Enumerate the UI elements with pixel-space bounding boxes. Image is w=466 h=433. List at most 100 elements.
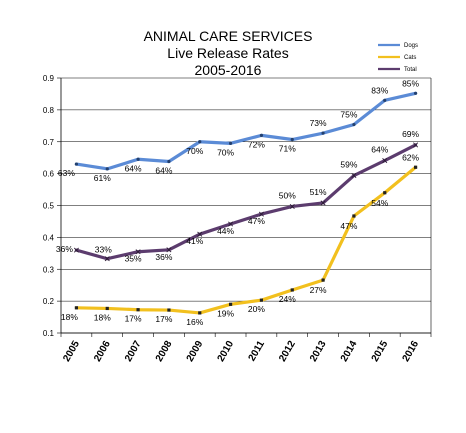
data-point-cats	[321, 278, 325, 282]
data-point-dogs	[136, 157, 140, 161]
data-label-total: 36%	[155, 252, 172, 262]
data-label-total: 47%	[248, 216, 265, 226]
data-point-cats	[105, 306, 109, 311]
data-point-total	[382, 158, 388, 164]
x-tick-labels: 2005 2006 2007 2008 2009 2010 2011 2012 2013 2014…	[61, 339, 421, 364]
data-label-dogs: 75%	[340, 110, 357, 120]
legend-item-cats: Cats	[378, 55, 416, 61]
data-label-total: 35%	[125, 254, 142, 264]
y-tick-label: 0.9	[43, 74, 55, 83]
data-label-total: 64%	[371, 145, 388, 155]
data-point-dogs	[228, 141, 233, 145]
data-point-total	[289, 203, 295, 209]
x-tick-label: 2009	[185, 339, 206, 364]
data-label-cats: 17%	[155, 314, 172, 324]
data-point-cats	[228, 302, 233, 306]
data-label-dogs: 71%	[279, 144, 296, 154]
y-tick-label: 0.1	[43, 329, 55, 338]
y-tick-label: 0.2	[43, 297, 55, 306]
legend-item-dogs: Dogs	[378, 43, 418, 49]
data-label-dogs: 64%	[125, 163, 142, 173]
data-label-total: 33%	[95, 245, 112, 255]
data-label-total: 51%	[310, 187, 327, 197]
data-point-total	[73, 247, 79, 253]
data-point-total	[351, 173, 357, 179]
x-tick-label: 2005	[61, 339, 82, 364]
data-label-dogs: 64%	[155, 166, 172, 176]
x-tick-label: 2013	[308, 339, 329, 364]
data-label-cats: 47%	[340, 221, 357, 231]
data-point-cats	[74, 306, 79, 310]
x-tick-label: 2014	[339, 339, 360, 364]
series-lines	[73, 91, 419, 315]
data-label-dogs: 70%	[217, 147, 234, 157]
data-label-total: 69%	[402, 129, 419, 139]
data-point-dogs	[290, 137, 294, 142]
y-tick-label: 0.7	[43, 138, 55, 147]
x-tick-label: 2006	[92, 339, 113, 364]
legend-item-total: Total	[378, 67, 417, 73]
data-label-cats: 18%	[61, 312, 78, 322]
x-tick-label: 2016	[401, 339, 422, 364]
x-tick-label: 2011	[247, 339, 268, 364]
data-label-dogs: 83%	[371, 85, 388, 95]
series-line-dogs	[74, 91, 418, 171]
y-tick-label: 0.5	[43, 202, 55, 211]
title-line-1: ANIMAL CARE SERVICES	[144, 28, 313, 44]
x-tick-label: 2012	[277, 339, 298, 364]
data-label-dogs: 63%	[58, 168, 75, 178]
data-label-cats: 27%	[310, 285, 327, 295]
data-label-total: 44%	[217, 226, 234, 236]
data-point-cats	[290, 288, 294, 292]
y-tick-label: 0.6	[43, 170, 55, 179]
data-point-cats	[413, 165, 418, 169]
data-label-cats: 24%	[279, 294, 296, 304]
data-point-dogs	[352, 122, 356, 127]
data-label-cats: 17%	[125, 314, 142, 324]
data-label-total: 59%	[340, 160, 357, 170]
data-point-dogs	[413, 91, 418, 95]
data-point-dogs	[74, 162, 79, 166]
data-label-dogs: 70%	[186, 146, 203, 156]
data-labels: 63% 61% 64% 64% 70% 70% 72% 71% 73% 75% 83% 85% 18% 1…	[56, 78, 420, 327]
data-point-total	[320, 200, 326, 206]
y-tick-label: 0.3	[43, 265, 55, 274]
data-label-cats: 62%	[402, 152, 419, 162]
y-tick-label: 0.4	[43, 233, 55, 242]
y-tick-label: 0.8	[43, 106, 55, 115]
title-line-3: 2005-2016	[195, 62, 262, 78]
data-label-dogs: 85%	[402, 78, 419, 88]
legend-label: Cats	[404, 55, 416, 61]
data-label-cats: 18%	[94, 312, 111, 322]
data-point-dogs	[383, 98, 387, 102]
data-point-cats	[259, 298, 264, 302]
legend-label: Dogs	[404, 43, 418, 49]
legend: Dogs Cats Total	[378, 43, 418, 73]
data-label-total: 36%	[56, 244, 73, 254]
data-label-dogs: 73%	[310, 118, 327, 128]
axes	[57, 77, 432, 337]
data-point-total	[413, 142, 419, 148]
data-point-dogs	[259, 133, 264, 137]
series-line-cats	[74, 165, 418, 315]
data-label-total: 50%	[279, 190, 296, 200]
x-tick-label: 2010	[216, 339, 237, 364]
data-point-dogs	[321, 131, 325, 135]
data-point-cats	[383, 191, 387, 195]
data-point-total	[228, 221, 234, 227]
data-point-cats	[136, 308, 140, 312]
x-tick-label: 2015	[370, 339, 391, 364]
data-point-cats	[352, 214, 356, 218]
data-point-cats	[198, 311, 202, 315]
data-point-dogs	[105, 167, 109, 171]
x-tick-label: 2008	[154, 339, 175, 364]
data-point-total	[104, 256, 110, 262]
title-line-2: Live Release Rates	[167, 45, 288, 61]
data-label-cats: 16%	[186, 317, 203, 327]
data-point-cats	[167, 308, 171, 312]
gridlines	[61, 77, 431, 334]
data-label-cats: 54%	[371, 198, 388, 208]
series-line-total	[74, 143, 418, 261]
